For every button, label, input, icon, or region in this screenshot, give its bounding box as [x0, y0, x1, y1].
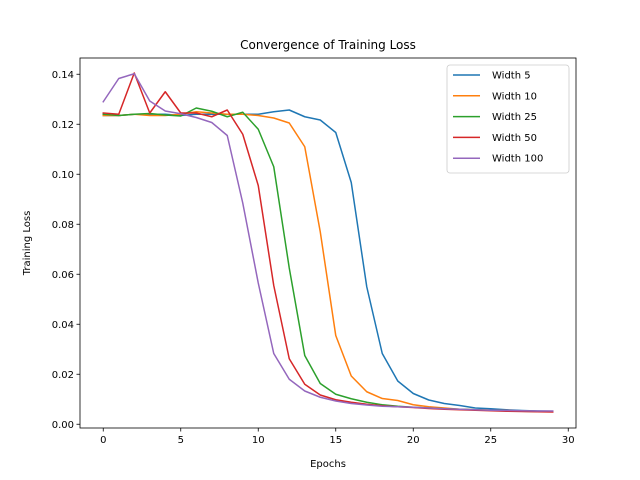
- x-tick-label: 25: [484, 435, 497, 446]
- x-tick-label: 20: [407, 435, 420, 446]
- y-tick-label: 0.04: [52, 320, 74, 331]
- x-axis-label: Epochs: [310, 459, 346, 470]
- x-tick-label: 0: [100, 435, 106, 446]
- y-tick-label: 0.10: [52, 170, 74, 181]
- y-tick-label: 0.02: [52, 370, 74, 381]
- x-tick-label: 30: [562, 435, 575, 446]
- x-tick-label: 15: [329, 435, 342, 446]
- y-tick-label: 0.00: [52, 420, 74, 431]
- legend-label: Width 50: [492, 133, 537, 144]
- legend: Width 5 Width 10 Width 25 Width 50 Width 100: [447, 65, 569, 173]
- legend-label: Width 5: [492, 71, 531, 82]
- y-tick-label: 0.12: [52, 120, 74, 131]
- legend-label: Width 25: [492, 112, 537, 123]
- chart-title: Convergence of Training Loss: [240, 38, 416, 52]
- legend-label: Width 10: [492, 91, 537, 102]
- legend-label: Width 100: [492, 154, 543, 165]
- y-tick-label: 0.06: [52, 270, 74, 281]
- x-tick-label: 5: [178, 435, 184, 446]
- y-tick-label: 0.08: [52, 220, 74, 231]
- y-axis-label: Training Loss: [22, 211, 33, 277]
- y-tick-label: 0.14: [52, 70, 74, 81]
- x-tick-label: 10: [252, 435, 265, 446]
